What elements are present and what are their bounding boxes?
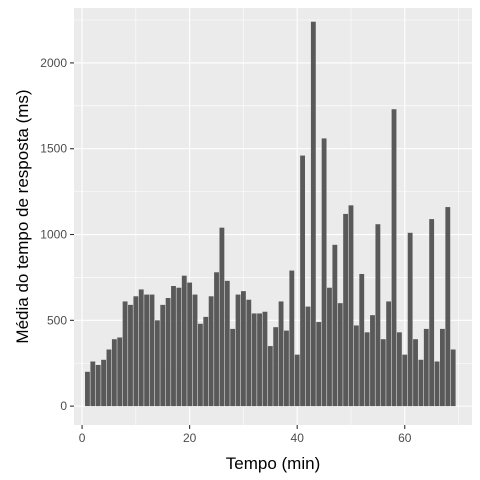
bar: [235, 294, 241, 407]
bar: [176, 287, 182, 407]
bar: [251, 313, 257, 407]
bar: [203, 316, 209, 407]
bar: [257, 313, 262, 407]
bar: [85, 371, 90, 407]
bar: [273, 327, 279, 407]
bar: [407, 232, 413, 407]
y-tick-label: 1500: [40, 142, 67, 156]
bar: [429, 219, 435, 407]
bar: [375, 224, 381, 407]
bar: [192, 294, 198, 407]
bar: [396, 332, 402, 407]
bar: [208, 296, 214, 407]
bar: [101, 359, 107, 407]
bar: [413, 339, 418, 407]
bar: [450, 349, 456, 407]
bar: [160, 304, 166, 407]
bar: [294, 354, 300, 407]
y-tick-label: 0: [60, 399, 67, 413]
bar: [171, 286, 176, 407]
y-tick-label: 1000: [40, 228, 67, 242]
bar: [343, 213, 349, 407]
y-axis: 0 500 1000 1500 2000: [40, 56, 74, 413]
bar: [289, 270, 295, 407]
bar: [138, 289, 144, 407]
bar: [391, 109, 397, 407]
y-tick-label: 500: [47, 313, 67, 327]
bar: [240, 291, 246, 407]
bar: [327, 287, 332, 407]
bar: [262, 311, 268, 407]
bar: [219, 227, 225, 407]
x-tick-label: 40: [291, 431, 305, 445]
bar: [133, 296, 139, 407]
bar: [332, 244, 338, 407]
bar: [117, 337, 123, 407]
bar: [122, 301, 128, 407]
x-axis-title: Tempo (min): [226, 454, 320, 473]
x-tick-label: 0: [79, 431, 86, 445]
x-tick-label: 60: [398, 431, 412, 445]
bar: [370, 315, 375, 407]
bar: [197, 323, 203, 407]
bar: [111, 339, 117, 407]
bar: [154, 320, 160, 407]
bar: [278, 301, 284, 407]
bar: [144, 294, 150, 407]
bar: [267, 346, 273, 407]
bar: [380, 339, 386, 407]
bar: [214, 272, 219, 407]
bar: [246, 299, 252, 407]
bar: [364, 332, 370, 407]
bar: [165, 298, 171, 407]
bar: [181, 275, 187, 407]
bar: [224, 280, 230, 407]
bar: [128, 304, 133, 407]
y-axis-title: Média do tempo de resposta (ms): [13, 89, 32, 343]
bar: [423, 328, 429, 407]
bar: [321, 138, 327, 407]
bar: [316, 322, 322, 407]
bar: [284, 330, 289, 407]
bar: [348, 205, 354, 407]
bar: [359, 273, 365, 407]
bar: [90, 361, 96, 407]
bar: [434, 361, 440, 407]
bar: [95, 364, 101, 407]
bar: [445, 207, 451, 407]
bar: [300, 155, 306, 407]
y-tick-label: 2000: [40, 56, 67, 70]
bar: [310, 21, 316, 407]
x-tick-label: 20: [183, 431, 197, 445]
bar: [439, 328, 445, 407]
x-axis: 0 20 40 60: [79, 425, 412, 445]
bar: [402, 354, 408, 407]
bar: [230, 328, 236, 407]
bar: [418, 359, 424, 407]
bars: [85, 21, 456, 407]
bar: [337, 303, 343, 407]
bar: [386, 301, 392, 407]
bar: [106, 349, 112, 407]
bar: [149, 294, 155, 407]
bar: [187, 282, 193, 407]
bar: [305, 306, 311, 407]
bar: [353, 325, 359, 407]
